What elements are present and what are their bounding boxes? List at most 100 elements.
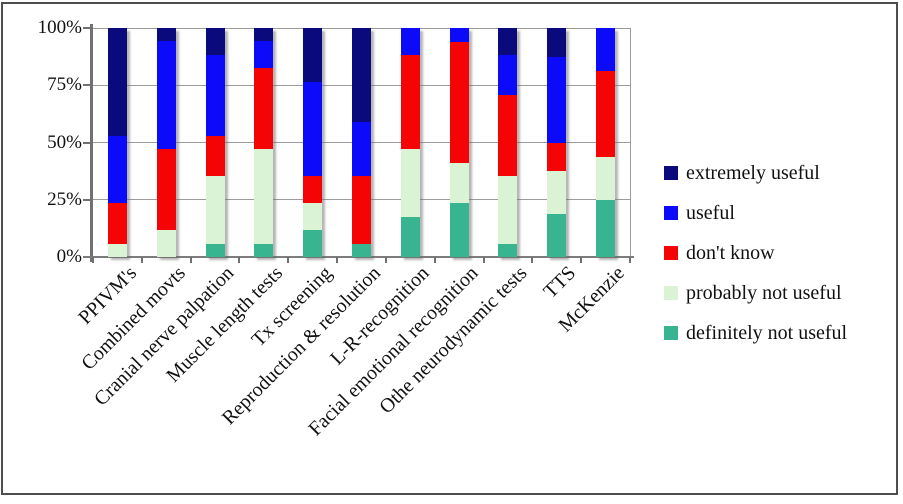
x-axis-tick bbox=[580, 257, 583, 263]
bar-segment-definitely-not-useful bbox=[547, 213, 567, 257]
y-axis-tick bbox=[83, 141, 90, 144]
x-axis-tick bbox=[384, 257, 387, 263]
legend-row-probably-not-useful: probably not useful bbox=[664, 273, 847, 313]
x-axis-label: McKenzie bbox=[554, 262, 630, 337]
bar-ppivm-s bbox=[107, 28, 127, 257]
bar-segment-extremely-useful bbox=[547, 28, 567, 57]
bar-segment-definitely-not-useful bbox=[498, 243, 518, 257]
bar-segment-don-t-know bbox=[400, 55, 420, 150]
bar-segment-definitely-not-useful bbox=[254, 243, 274, 257]
bar-segment-extremely-useful bbox=[205, 28, 225, 56]
bar-segment-probably-not-useful bbox=[596, 156, 616, 200]
bar-combined-movts bbox=[156, 28, 176, 257]
x-axis-tick bbox=[238, 257, 241, 263]
legend-swatch bbox=[664, 326, 678, 340]
y-axis-label: 25% bbox=[47, 188, 82, 210]
bar-segment-useful bbox=[156, 41, 176, 150]
bar-segment-definitely-not-useful bbox=[596, 199, 616, 257]
bar-segment-extremely-useful bbox=[156, 28, 176, 42]
bar-segment-useful bbox=[303, 81, 323, 176]
x-axis-tick bbox=[140, 257, 143, 263]
bar-segment-useful bbox=[205, 55, 225, 136]
bar-facial-emotional-recognition bbox=[449, 28, 469, 257]
bar-segment-useful bbox=[352, 122, 371, 177]
bar-segment-definitely-not-useful bbox=[449, 203, 469, 257]
bar-segment-don-t-know bbox=[498, 95, 518, 177]
bar-segment-don-t-know bbox=[352, 176, 371, 244]
bar-segment-don-t-know bbox=[205, 135, 225, 177]
chart-legend: extremely useful useful don't know probably… bbox=[664, 153, 847, 353]
legend-row-definitely-not-useful: definitely not useful bbox=[664, 313, 847, 353]
bar-segment-probably-not-useful bbox=[400, 149, 420, 217]
gridline-100% bbox=[93, 27, 630, 29]
legend-label: useful bbox=[686, 201, 735, 224]
legend-swatch bbox=[664, 166, 678, 180]
legend-label: definitely not useful bbox=[686, 321, 848, 344]
bar-tx-screening bbox=[303, 28, 323, 257]
bar-tts bbox=[547, 28, 567, 257]
legend-row-don-t-know: don't know bbox=[664, 233, 847, 273]
bar-segment-useful bbox=[449, 28, 469, 42]
legend-label: probably not useful bbox=[686, 281, 842, 304]
legend-row-useful: useful bbox=[664, 193, 847, 233]
x-axis bbox=[83, 256, 634, 258]
plot-right-border bbox=[630, 28, 631, 257]
bar-segment-useful bbox=[254, 41, 274, 69]
x-axis-tick bbox=[629, 257, 631, 263]
y-axis-tick bbox=[83, 27, 90, 29]
bar-segment-extremely-useful bbox=[303, 28, 323, 82]
bar-segment-useful bbox=[107, 135, 127, 204]
bar-segment-extremely-useful bbox=[107, 28, 127, 136]
y-axis-label: 50% bbox=[47, 131, 82, 153]
bar-segment-probably-not-useful bbox=[254, 149, 274, 244]
bar-segment-definitely-not-useful bbox=[352, 243, 371, 257]
y-axis-label: 0% bbox=[56, 246, 82, 267]
bar-segment-useful bbox=[498, 55, 518, 96]
bar-segment-useful bbox=[547, 56, 567, 143]
x-axis-tick bbox=[287, 257, 290, 263]
x-axis-tick bbox=[189, 257, 192, 263]
legend-swatch bbox=[664, 246, 678, 260]
bar-segment-probably-not-useful bbox=[547, 171, 567, 214]
bar-segment-don-t-know bbox=[449, 41, 469, 163]
legend-swatch bbox=[664, 206, 678, 220]
legend-label: don't know bbox=[686, 241, 775, 264]
legend-label: extremely useful bbox=[686, 161, 820, 184]
bar-segment-don-t-know bbox=[596, 71, 616, 157]
bar-segment-useful bbox=[596, 28, 616, 72]
bar-segment-extremely-useful bbox=[352, 28, 371, 123]
bar-reproduction-resolution bbox=[352, 28, 371, 257]
bar-segment-probably-not-useful bbox=[498, 176, 518, 244]
bar-segment-probably-not-useful bbox=[107, 243, 127, 257]
legend-row-extremely-useful: extremely useful bbox=[664, 153, 847, 193]
y-axis bbox=[90, 24, 93, 262]
bar-l-r-recognition bbox=[400, 28, 420, 257]
bar-othe-neurodynamic-tests bbox=[498, 28, 518, 257]
y-axis-tick bbox=[83, 84, 90, 87]
bar-segment-don-t-know bbox=[107, 203, 127, 244]
bar-segment-don-t-know bbox=[254, 68, 274, 150]
bar-segment-don-t-know bbox=[547, 142, 567, 172]
bar-mckenzie bbox=[596, 28, 616, 257]
bar-segment-don-t-know bbox=[303, 175, 323, 203]
bar-segment-extremely-useful bbox=[498, 28, 518, 56]
bar-segment-definitely-not-useful bbox=[205, 243, 225, 257]
x-axis-tick bbox=[531, 257, 534, 263]
bar-segment-useful bbox=[400, 28, 420, 56]
x-axis-tick bbox=[92, 257, 94, 263]
bar-segment-extremely-useful bbox=[254, 28, 274, 42]
y-axis-label: 75% bbox=[47, 74, 82, 96]
x-label-wrap: McKenzie bbox=[354, 262, 629, 336]
bar-muscle-length-tests bbox=[254, 28, 274, 257]
y-axis-label: 100% bbox=[37, 17, 82, 38]
bar-segment-probably-not-useful bbox=[449, 162, 469, 204]
bar-segment-definitely-not-useful bbox=[303, 229, 323, 257]
bar-segment-probably-not-useful bbox=[303, 202, 323, 230]
legend-swatch bbox=[664, 286, 678, 300]
y-axis-tick bbox=[83, 198, 90, 201]
x-axis-tick bbox=[433, 257, 436, 263]
x-axis-tick bbox=[336, 257, 339, 263]
bar-cranial-nerve-palpation bbox=[205, 28, 225, 257]
bar-segment-definitely-not-useful bbox=[400, 216, 420, 257]
